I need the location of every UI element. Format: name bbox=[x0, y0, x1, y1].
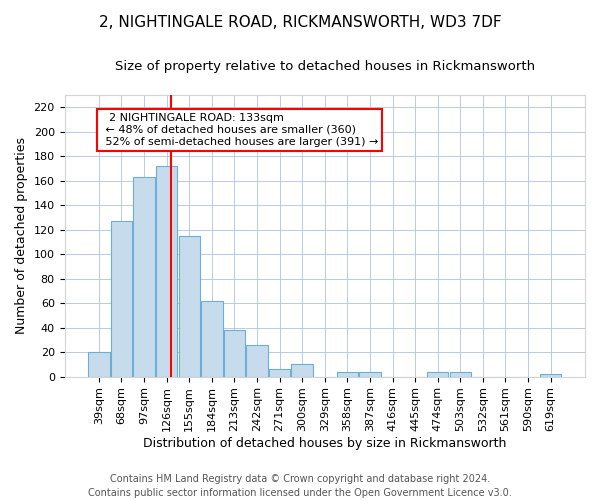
X-axis label: Distribution of detached houses by size in Rickmansworth: Distribution of detached houses by size … bbox=[143, 437, 506, 450]
Text: Contains HM Land Registry data © Crown copyright and database right 2024.
Contai: Contains HM Land Registry data © Crown c… bbox=[88, 474, 512, 498]
Bar bbox=[88, 352, 110, 376]
Bar bbox=[540, 374, 562, 376]
Bar bbox=[449, 372, 471, 376]
Bar bbox=[359, 372, 380, 376]
Bar bbox=[133, 177, 155, 376]
Bar bbox=[292, 364, 313, 376]
Bar bbox=[224, 330, 245, 376]
Bar bbox=[269, 370, 290, 376]
Bar bbox=[337, 372, 358, 376]
Bar bbox=[201, 300, 223, 376]
Bar bbox=[427, 372, 448, 376]
Bar bbox=[156, 166, 178, 376]
Bar bbox=[246, 345, 268, 376]
Bar bbox=[111, 221, 132, 376]
Bar bbox=[179, 236, 200, 376]
Title: Size of property relative to detached houses in Rickmansworth: Size of property relative to detached ho… bbox=[115, 60, 535, 73]
Y-axis label: Number of detached properties: Number of detached properties bbox=[15, 138, 28, 334]
Text: 2, NIGHTINGALE ROAD, RICKMANSWORTH, WD3 7DF: 2, NIGHTINGALE ROAD, RICKMANSWORTH, WD3 … bbox=[98, 15, 502, 30]
Text: 2 NIGHTINGALE ROAD: 133sqm
 ← 48% of detached houses are smaller (360)
 52% of s: 2 NIGHTINGALE ROAD: 133sqm ← 48% of deta… bbox=[101, 114, 378, 146]
